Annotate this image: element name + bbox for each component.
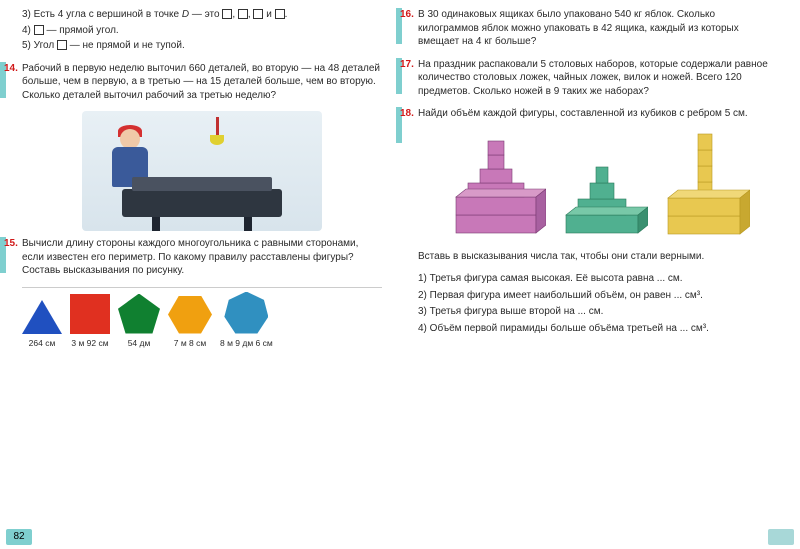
problem-15: 15. Вычисли длину стороны каждого многоу… bbox=[22, 237, 382, 278]
problem-number: 14. bbox=[4, 62, 18, 76]
cube-figure-2 bbox=[558, 145, 648, 240]
problem-text: На праздник распаковали 5 столовых набор… bbox=[418, 59, 768, 97]
problem-number: 17. bbox=[400, 58, 414, 72]
shape-pentagon: 54 дм bbox=[118, 294, 160, 348]
right-page: 16. В 30 одинаковых ящиках было упакован… bbox=[400, 0, 800, 549]
shapes-row: 264 см 3 м 92 см 54 дм 7 м 8 см 8 м 9 дм… bbox=[22, 287, 382, 348]
problem-number: 15. bbox=[4, 237, 18, 251]
answer-1: 1) Третья фигура самая высокая. Её высот… bbox=[418, 272, 778, 286]
problem-text: В 30 одинаковых ящиках было упаковано 54… bbox=[418, 9, 739, 47]
left-page: 3) Есть 4 угла с вершиной в точке D — эт… bbox=[0, 0, 400, 549]
shape-hexagon: 7 м 8 см bbox=[168, 296, 212, 348]
worker-illustration bbox=[82, 111, 322, 231]
shape-square: 3 м 92 см bbox=[70, 294, 110, 348]
problem-text: Найди объём каждой фигуры, составленной … bbox=[418, 108, 748, 119]
shape-triangle: 264 см bbox=[22, 300, 62, 348]
problem-17: 17. На праздник распаковали 5 столовых н… bbox=[418, 58, 778, 99]
answer-3: 3) Третья фигура выше второй на ... см. bbox=[418, 305, 778, 319]
problem-number: 18. bbox=[400, 107, 414, 121]
problem-18: 18. Найди объём каждой фигуры, составлен… bbox=[418, 107, 778, 121]
shape-heptagon: 8 м 9 дм 6 см bbox=[220, 292, 273, 348]
problem-text: Рабочий в первую неделю выточил 660 дета… bbox=[22, 63, 380, 101]
answer-4: 4) Объём первой пирамиды больше объёма т… bbox=[418, 322, 778, 336]
problem-number: 16. bbox=[400, 8, 414, 22]
page-number bbox=[768, 529, 794, 545]
problem-text: Вставь в высказывания числа так, чтобы о… bbox=[418, 251, 704, 262]
cubes-illustration bbox=[418, 130, 778, 240]
cube-figure-1 bbox=[446, 135, 546, 240]
intro-4: 4) — прямой угол. bbox=[22, 24, 382, 38]
problem-text: Вычисли длину стороны каждого многоуголь… bbox=[22, 238, 358, 276]
cube-figure-3 bbox=[660, 130, 750, 240]
problem-18b: Вставь в высказывания числа так, чтобы о… bbox=[418, 250, 778, 264]
page-number: 82 bbox=[6, 529, 32, 545]
answers-block: 1) Третья фигура самая высокая. Её высот… bbox=[418, 272, 778, 335]
answer-2: 2) Первая фигура имеет наибольший объём,… bbox=[418, 289, 778, 303]
intro-5: 5) Угол — не прямой и не тупой. bbox=[22, 39, 382, 53]
problem-16: 16. В 30 одинаковых ящиках было упакован… bbox=[418, 8, 778, 49]
intro-block: 3) Есть 4 угла с вершиной в точке D — эт… bbox=[22, 8, 382, 53]
problem-14: 14. Рабочий в первую неделю выточил 660 … bbox=[22, 62, 382, 103]
intro-3: 3) Есть 4 угла с вершиной в точке D — эт… bbox=[22, 8, 382, 22]
